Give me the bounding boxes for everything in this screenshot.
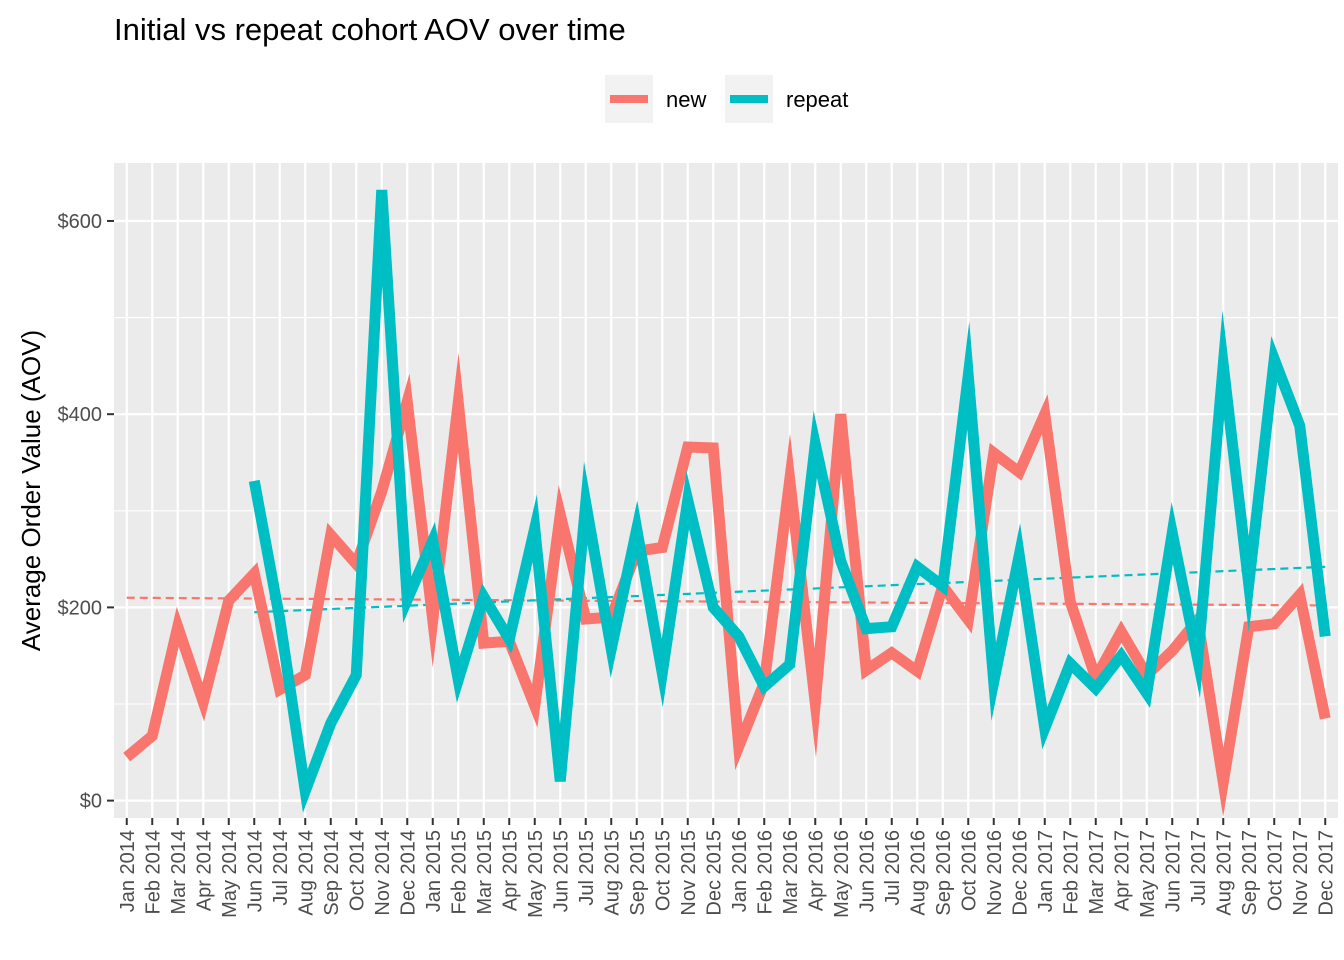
- series-line-repeat: [248, 189, 1331, 813]
- legend: new repeat: [605, 75, 848, 123]
- x-tick-label: Dec 2015: [703, 830, 725, 916]
- x-tick-label: Nov 2017: [1290, 830, 1312, 916]
- y-tick-label: $400: [58, 404, 103, 426]
- x-tick-label: Aug 2015: [601, 830, 623, 916]
- x-tick-label: Jul 2015: [576, 830, 598, 906]
- x-tick-label: Jan 2017: [1035, 830, 1057, 912]
- y-tick-label: $0: [80, 791, 102, 813]
- x-tick-label: Mar 2016: [780, 830, 802, 915]
- chart-title: Initial vs repeat cohort AOV over time: [114, 12, 626, 47]
- x-tick-label: Feb 2017: [1060, 830, 1082, 915]
- y-axis: $0 $200 $400 $600: [58, 211, 114, 813]
- x-tick-label: Oct 2014: [346, 830, 368, 911]
- x-tick-label: Jan 2016: [729, 830, 751, 912]
- x-tick-label: Apr 2017: [1111, 830, 1133, 911]
- x-tick-label: Apr 2015: [499, 830, 521, 911]
- x-tick-label: Nov 2015: [678, 830, 700, 916]
- x-tick-label: Jul 2014: [270, 830, 292, 906]
- x-tick-label: Oct 2016: [958, 830, 980, 911]
- y-tick-label: $600: [58, 211, 103, 233]
- legend-label-repeat: repeat: [786, 87, 848, 112]
- y-tick-label: $200: [58, 597, 103, 619]
- x-tick-label: Nov 2016: [984, 830, 1006, 916]
- x-tick-label: Aug 2016: [907, 830, 929, 916]
- x-tick-label: Jul 2016: [882, 830, 904, 906]
- x-tick-label: Aug 2014: [295, 830, 317, 916]
- x-tick-label: Sep 2016: [933, 830, 955, 916]
- x-tick-label: Jan 2015: [423, 830, 445, 912]
- x-tick-label: May 2015: [525, 830, 547, 918]
- x-tick-label: Jan 2014: [117, 830, 139, 912]
- x-tick-label: Jun 2017: [1162, 830, 1184, 912]
- x-tick-label: Feb 2014: [142, 830, 164, 915]
- x-tick-label: May 2017: [1137, 830, 1159, 918]
- x-tick-label: Dec 2017: [1315, 830, 1337, 916]
- x-tick-label: Sep 2014: [321, 830, 343, 916]
- trendline-repeat: [254, 565, 1326, 614]
- x-tick-label: May 2016: [831, 830, 853, 918]
- x-tick-label: Oct 2015: [652, 830, 674, 911]
- x-tick-label: Apr 2016: [805, 830, 827, 911]
- series-line-new: [123, 353, 1331, 817]
- series-layer: [123, 189, 1331, 817]
- x-tick-label: Apr 2014: [193, 830, 215, 911]
- x-tick-label: Sep 2015: [627, 830, 649, 916]
- x-tick-label: Nov 2014: [372, 830, 394, 916]
- x-tick-label: Dec 2014: [397, 830, 419, 916]
- x-tick-label: Mar 2015: [474, 830, 496, 915]
- y-axis-label: Average Order Value (AOV): [16, 330, 46, 651]
- x-tick-label: Mar 2017: [1086, 830, 1108, 915]
- plot-panel: [114, 163, 1338, 818]
- x-tick-label: Jun 2016: [856, 830, 878, 912]
- x-tick-label: Aug 2017: [1213, 830, 1235, 916]
- x-tick-label: May 2014: [219, 830, 241, 918]
- x-tick-label: Dec 2016: [1009, 830, 1031, 916]
- x-tick-label: Jul 2017: [1188, 830, 1210, 906]
- legend-label-new: new: [666, 87, 706, 112]
- x-tick-label: Sep 2017: [1239, 830, 1261, 916]
- x-tick-label: Jun 2015: [550, 830, 572, 912]
- x-tick-label: Feb 2015: [448, 830, 470, 915]
- x-tick-label: Oct 2017: [1264, 830, 1286, 911]
- x-tick-label: Jun 2014: [244, 830, 266, 912]
- grid-layer: [114, 163, 1338, 818]
- x-axis: Jan 2014 Feb 2014 Mar 2014 Apr 2014 May 2014…: [117, 818, 1337, 918]
- x-tick-label: Feb 2016: [754, 830, 776, 915]
- x-tick-label: Mar 2014: [168, 830, 190, 915]
